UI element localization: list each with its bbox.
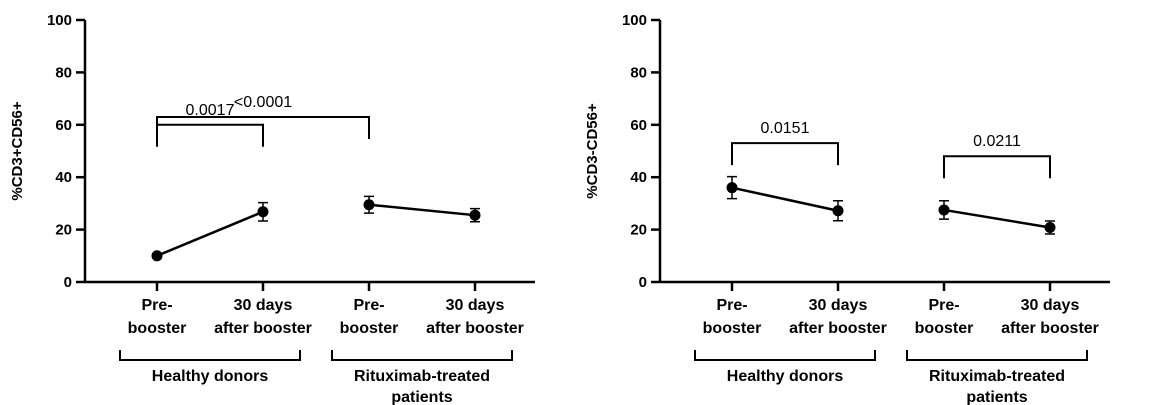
p-value-label: 0.0017: [186, 102, 235, 119]
data-point: [469, 209, 481, 221]
data-point: [938, 204, 950, 216]
p-value-label: <0.0001: [234, 94, 292, 111]
series-line: [943, 208, 1051, 229]
series-line: [368, 203, 476, 217]
group-bracket: [694, 350, 876, 361]
y-tick-label: 80: [55, 64, 72, 81]
comparison-bracket: [156, 115, 370, 139]
data-point: [726, 182, 738, 194]
y-tick-label: 40: [630, 169, 647, 186]
x-tick-label: after booster: [789, 320, 887, 337]
x-tick-label: Pre-: [928, 297, 959, 314]
data-point: [1044, 222, 1056, 234]
data-point: [363, 199, 375, 211]
y-axis-label: %CD3+CD56+: [9, 101, 26, 200]
x-tick-label: after booster: [1001, 320, 1099, 337]
y-axis-label: %CD3-CD56+: [584, 103, 601, 199]
x-tick-label: 30 days: [1021, 297, 1080, 314]
group-label: Rituximab-treated: [354, 368, 490, 385]
series-line: [156, 210, 264, 257]
group-bracket: [119, 350, 301, 361]
data-point: [257, 206, 269, 218]
data-point: [832, 205, 844, 217]
y-tick-label: 40: [55, 169, 72, 186]
chart-svg-cd3neg: 0 20 40 60 80 100 %CD3-CD56+ Pre-booster 30 days…: [584, 12, 1110, 405]
group-label: Healthy donors: [727, 368, 844, 385]
y-tick-label: 80: [630, 64, 647, 81]
x-tick-label: booster: [703, 320, 762, 337]
group-label: Rituximab-treated: [929, 368, 1065, 385]
group-label: patients: [391, 389, 452, 405]
chart-panel-cd3neg: 0 20 40 60 80 100 %CD3-CD56+ Pre-booster 30 days…: [575, 0, 1150, 405]
y-tick-label: 0: [64, 274, 72, 291]
group-label: patients: [966, 389, 1027, 405]
x-tick-label: booster: [340, 320, 399, 337]
p-value-label: 0.0211: [973, 133, 1021, 150]
y-tick-label: 0: [639, 274, 647, 291]
x-tick-label: 30 days: [446, 297, 505, 314]
series-line: [731, 186, 839, 212]
x-tick-label: Pre-: [141, 297, 172, 314]
comparison-bracket: [731, 142, 839, 166]
comparison-bracket: [943, 155, 1051, 179]
y-tick-label: 60: [55, 117, 72, 134]
chart-panel-cd3pos: 0 20 40 60 80 100 %CD3+CD56+ Pre-booster 30 days…: [9, 12, 535, 405]
y-tick-label: 100: [47, 12, 72, 29]
x-tick-label: booster: [128, 320, 187, 337]
y-tick-label: 100: [622, 12, 647, 29]
x-tick-label: 30 days: [234, 297, 293, 314]
x-tick-label: booster: [915, 320, 974, 337]
x-tick-label: 30 days: [809, 297, 868, 314]
chart-svg-cd3pos: 0 20 40 60 80 100 %CD3+CD56+ Pre-booster 30 days…: [9, 12, 535, 405]
x-tick-label: after booster: [214, 320, 312, 337]
y-tick-label: 60: [630, 117, 647, 134]
x-tick-label: Pre-: [353, 297, 384, 314]
group-bracket: [331, 350, 513, 361]
x-tick-label: after booster: [426, 320, 524, 337]
data-point: [151, 250, 163, 262]
group-bracket: [906, 350, 1088, 361]
p-value-label: 0.0151: [761, 120, 810, 137]
y-tick-label: 20: [55, 222, 72, 239]
x-tick-label: Pre-: [716, 297, 747, 314]
comparison-bracket: [156, 123, 264, 147]
group-label: Healthy donors: [152, 368, 269, 385]
y-tick-label: 20: [630, 222, 647, 239]
